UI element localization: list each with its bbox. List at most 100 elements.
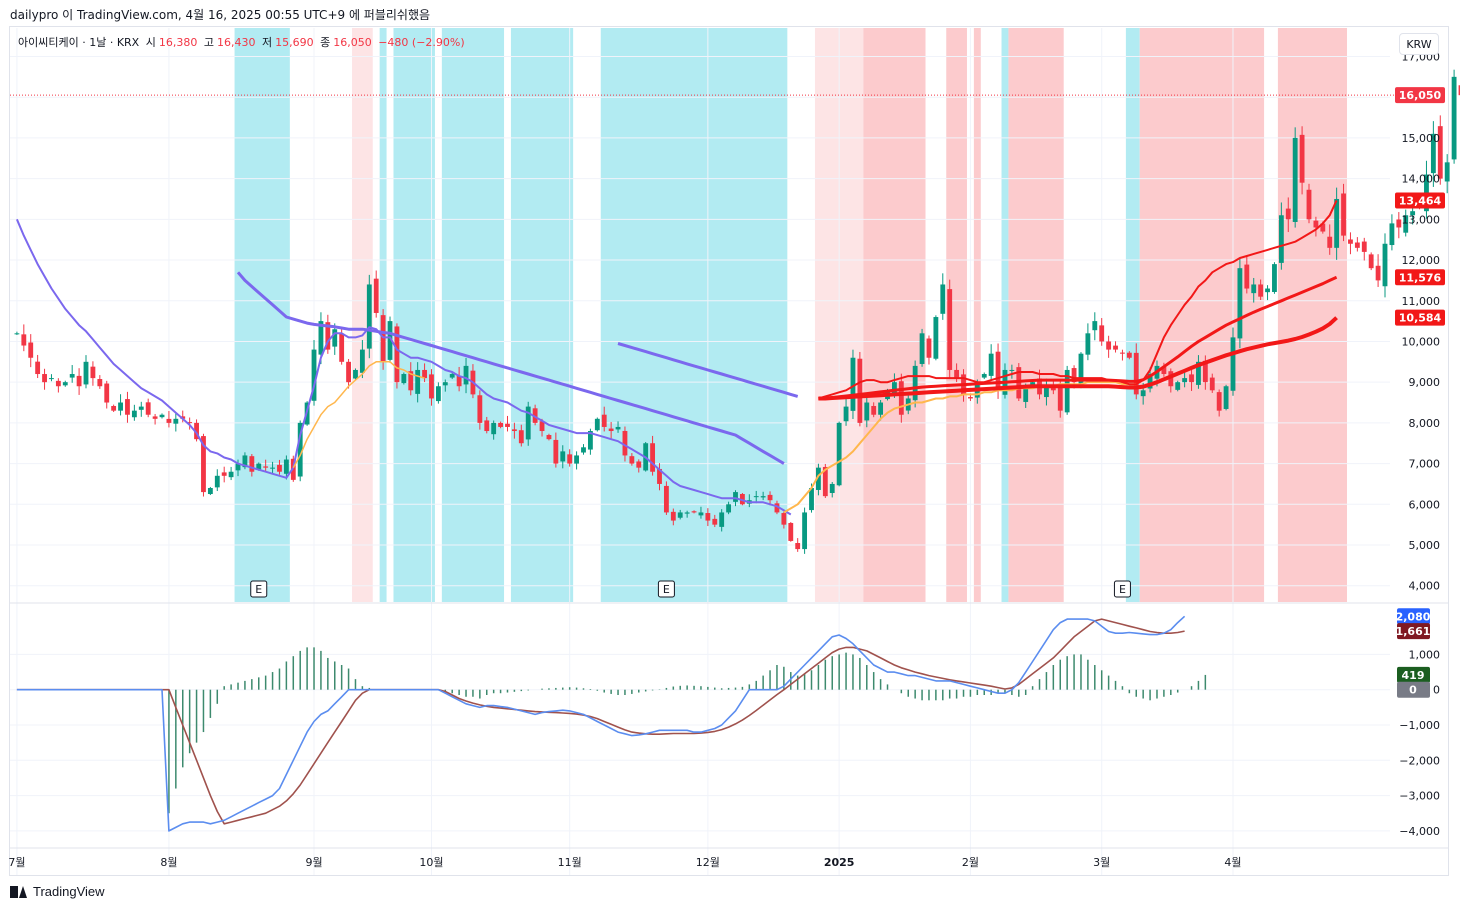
price-label-text: 13,464	[1399, 194, 1442, 207]
price-tick-label: 10,000	[1402, 335, 1441, 348]
candle-body	[601, 414, 607, 427]
candle-body	[442, 382, 448, 386]
candle-body	[484, 420, 490, 432]
candle-body	[657, 468, 662, 484]
close-value: 16,050	[333, 36, 372, 49]
candle-body	[753, 496, 759, 498]
price-label-box	[1395, 87, 1445, 104]
candle-body	[1375, 265, 1381, 281]
candle-body	[781, 513, 787, 525]
signal-band	[441, 28, 505, 602]
candle-body	[539, 421, 545, 432]
candle-body	[1209, 377, 1215, 391]
candle-body	[850, 357, 856, 411]
candle-body	[263, 466, 269, 468]
price-label-box	[1395, 192, 1445, 209]
macd-line	[16, 615, 1186, 832]
signal-band	[510, 28, 574, 602]
macd-label-text: 0	[1409, 684, 1417, 697]
candle-body	[1099, 325, 1105, 342]
candle-body	[553, 439, 559, 464]
candle-body	[677, 512, 683, 518]
open-label: 시	[145, 36, 156, 49]
candle-body	[1299, 134, 1305, 183]
candle-body	[201, 436, 206, 493]
candle-body	[767, 494, 773, 501]
candle-body	[581, 447, 586, 453]
signal-band	[234, 28, 290, 602]
candle-body	[346, 361, 351, 383]
candle-body	[726, 504, 732, 513]
signal-band	[863, 28, 926, 602]
candle-body	[788, 522, 794, 541]
candle-body	[1244, 264, 1250, 289]
macd-tick-label: −1,000	[1399, 719, 1440, 732]
candle-body	[69, 374, 75, 378]
candle-body	[1044, 386, 1049, 398]
candle-body	[1292, 137, 1298, 222]
candle-body	[829, 483, 835, 494]
candle-body	[449, 374, 455, 378]
candle-body	[774, 503, 780, 513]
candle-body	[21, 334, 27, 346]
candle-body	[1430, 133, 1436, 174]
candle-body	[228, 471, 234, 478]
candle-body	[283, 459, 289, 474]
candle-body	[968, 397, 973, 399]
symbol-name[interactable]: 아이씨티케이 · 1날 · KRX	[18, 36, 140, 49]
candle-body	[1168, 371, 1174, 387]
tradingview-footer[interactable]: TradingView	[10, 884, 105, 899]
candle-body	[622, 430, 628, 456]
candle-body	[83, 361, 89, 385]
price-tick-label: 11,000	[1402, 295, 1441, 308]
currency-button[interactable]: KRW	[1399, 33, 1439, 55]
candle-body	[76, 375, 82, 387]
candle-body	[809, 488, 814, 511]
candle-body	[1161, 366, 1167, 375]
month-tick-label: 12월	[696, 856, 720, 869]
candle-body	[1458, 85, 1460, 96]
candle-body	[401, 374, 407, 384]
candle-body	[1278, 215, 1284, 263]
candle-body	[1202, 360, 1208, 383]
candle-body	[1285, 208, 1291, 220]
candle-body	[822, 466, 828, 497]
candle-body	[684, 512, 690, 514]
candle-body	[498, 422, 503, 427]
ema-red-fast-line	[818, 199, 1338, 400]
candle-body	[1334, 198, 1340, 248]
candle-body	[760, 496, 766, 498]
candle-body	[1348, 239, 1353, 244]
signal-band	[973, 28, 981, 602]
earnings-mark-label: E	[1119, 583, 1126, 596]
candle-body	[995, 351, 1001, 391]
candle-body	[560, 451, 566, 462]
chart-panel	[9, 26, 1449, 876]
candle-body	[366, 284, 372, 349]
candle-body	[194, 422, 199, 440]
candle-body	[1064, 369, 1070, 413]
candle-body	[919, 333, 925, 364]
low-label: 저	[261, 36, 273, 49]
month-tick-label: 2025	[824, 856, 855, 869]
earnings-mark-label: E	[255, 583, 262, 596]
price-tick-label: 7,000	[1409, 458, 1441, 471]
macd-label-box	[1397, 623, 1430, 640]
candle-body	[373, 278, 379, 313]
ema-short-purple-line	[15, 218, 792, 516]
month-tick-label: 10월	[419, 856, 443, 869]
candle-body	[1368, 254, 1374, 269]
ema-mid-purple-line	[617, 342, 799, 398]
price-label-box	[1395, 269, 1445, 286]
candle-body	[1306, 189, 1312, 220]
candle-body	[532, 408, 538, 423]
candle-body	[62, 382, 68, 386]
candle-body	[387, 321, 393, 360]
candle-body	[719, 512, 725, 527]
candle-body	[277, 464, 282, 472]
candle-body	[574, 455, 580, 464]
ema-red-mid-line	[818, 275, 1338, 400]
candle-body	[380, 315, 386, 362]
candle-body	[1272, 264, 1277, 292]
